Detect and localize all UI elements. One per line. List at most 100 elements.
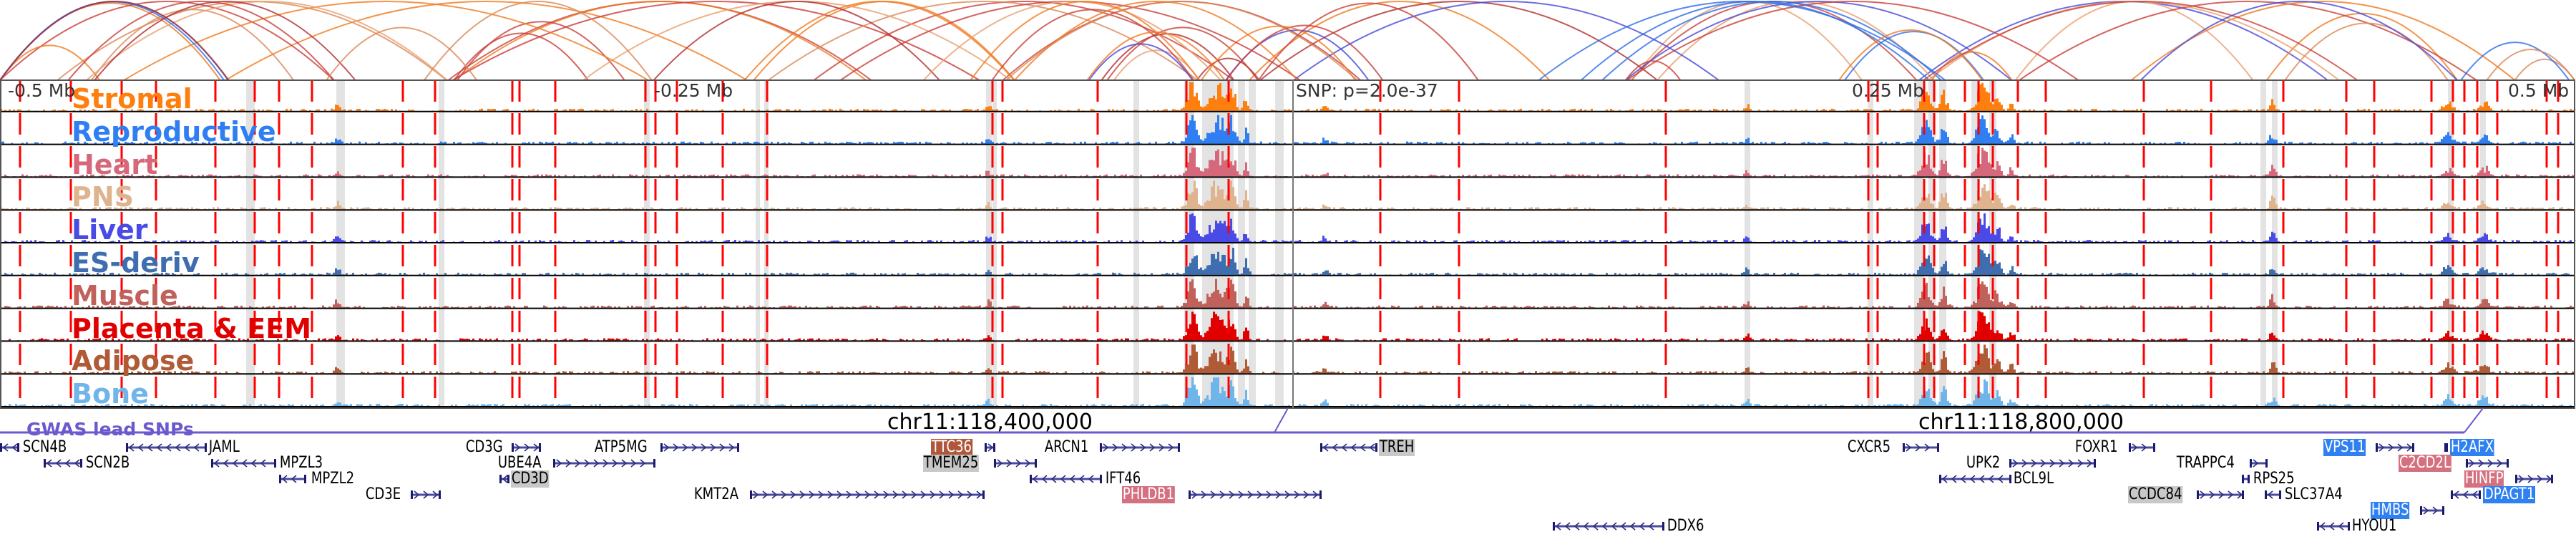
- gene-label-h2afx[interactable]: H2AFX: [2450, 438, 2494, 456]
- gene-label-ccdc84[interactable]: CCDC84: [2128, 485, 2183, 503]
- strand-arrow-icon: [2132, 443, 2138, 452]
- strand-arrow-icon: [2040, 459, 2046, 468]
- strand-arrow-icon: [1103, 443, 1109, 452]
- gene-label-cd3d[interactable]: CD3D: [511, 470, 550, 488]
- strand-arrow-icon: [957, 490, 964, 499]
- loop-arc: [452, 1, 980, 81]
- gene-label-upk2[interactable]: UPK2: [1966, 454, 2001, 472]
- signal-track-8: [0, 344, 2576, 375]
- gene-label-atp5mg[interactable]: ATP5MG: [594, 438, 648, 456]
- gene-label-foxr1[interactable]: FOXR1: [2074, 438, 2118, 456]
- strand-arrow-icon: [1611, 522, 1617, 531]
- gene-body-hinfp: [2515, 475, 2553, 483]
- loop-arc: [2140, 1, 2458, 81]
- strand-arrow-icon: [719, 443, 726, 452]
- strand-arrow-icon: [2497, 459, 2503, 468]
- gene-label-hinfp[interactable]: HINFP: [2464, 470, 2504, 488]
- gene-label-mpzl3[interactable]: MPZL3: [279, 454, 323, 472]
- gene-label-jaml[interactable]: JAML: [208, 438, 240, 456]
- snp-marker-lines: [19, 80, 2560, 408]
- strand-arrow-icon: [1620, 522, 1626, 531]
- gene-label-ttc36[interactable]: TTC36: [931, 438, 972, 456]
- gene-body-hmbs: [2420, 506, 2444, 515]
- strand-arrow-icon: [165, 443, 172, 452]
- gene-label-arcn1[interactable]: ARCN1: [1044, 438, 1089, 456]
- strand-arrow-icon: [691, 443, 698, 452]
- strand-arrow-icon: [1332, 443, 1338, 452]
- gene-label-scn4b[interactable]: SCN4B: [22, 438, 67, 456]
- gene-label-kmt2a[interactable]: KMT2A: [693, 485, 739, 503]
- gene-label-trappc4[interactable]: TRAPPC4: [2176, 454, 2235, 472]
- gene-label-hmbs[interactable]: HMBS: [2371, 501, 2410, 519]
- strand-arrow-icon: [846, 490, 852, 499]
- strand-arrow-icon: [630, 459, 637, 468]
- strand-arrow-icon: [2049, 459, 2056, 468]
- loop-arc: [1838, 29, 1984, 81]
- gene-label-c2cd2l[interactable]: C2CD2L: [2399, 454, 2451, 472]
- strand-arrow-icon: [1294, 490, 1300, 499]
- strand-arrow-icon: [2388, 443, 2394, 452]
- gene-bodies: [0, 443, 2553, 531]
- strand-arrow-icon: [809, 490, 815, 499]
- strand-arrow-icon: [976, 490, 982, 499]
- signal-area: [0, 213, 2576, 242]
- strand-arrow-icon: [1303, 490, 1309, 499]
- signal-area: [0, 377, 2576, 406]
- gene-label-cd3g[interactable]: CD3G: [465, 438, 503, 456]
- gene-label-ube4a[interactable]: UBE4A: [497, 454, 542, 472]
- strand-arrow-icon: [2237, 490, 2243, 499]
- strand-arrow-icon: [1140, 443, 1146, 452]
- strand-arrow-icon: [902, 490, 908, 499]
- highlight-band: [2260, 80, 2266, 408]
- gwas-connector-left: [1274, 407, 1289, 433]
- gene-label-cd3e[interactable]: CD3E: [365, 485, 401, 503]
- gene-label-treh[interactable]: TREH: [1379, 438, 1415, 456]
- strand-arrow-icon: [1078, 475, 1085, 483]
- highlight-band: [1275, 80, 1282, 408]
- gene-label-cxcr5[interactable]: CXCR5: [1847, 438, 1891, 456]
- signal-track-0: [0, 82, 2576, 112]
- strand-arrow-icon: [2059, 459, 2065, 468]
- gene-label-dpagt1[interactable]: DPAGT1: [2483, 485, 2536, 503]
- gene-label-ift46[interactable]: IFT46: [1105, 470, 1141, 488]
- gene-label-phldb1[interactable]: PHLDB1: [1122, 485, 1175, 503]
- signal-track-7: [0, 311, 2576, 342]
- strand-arrow-icon: [223, 459, 229, 468]
- strand-arrow-icon: [575, 459, 581, 468]
- coordinate-label-right: chr11:118,800,000: [1918, 410, 2124, 435]
- loop-arc: [1014, 1, 1299, 81]
- strand-arrow-icon: [1191, 490, 1198, 499]
- loop-arc: [2486, 49, 2575, 81]
- highlight-band: [1868, 80, 1873, 408]
- gene-label-rps25[interactable]: RPS25: [2253, 470, 2295, 488]
- track-label-reproductive: Reproductive: [72, 115, 276, 147]
- gene-label-ddx6[interactable]: DDX6: [1667, 517, 1704, 535]
- strand-arrow-icon: [213, 459, 220, 468]
- strand-arrow-icon: [874, 490, 880, 499]
- gene-label-vps11[interactable]: VPS11: [2323, 438, 2366, 456]
- loop-arc: [2460, 42, 2570, 81]
- loop-arc: [457, 21, 625, 81]
- highlight-band: [644, 80, 650, 408]
- signal-area: [0, 147, 2576, 177]
- gwas-track-label: GWAS lead SNPs: [26, 419, 194, 440]
- gene-label-slc37a4[interactable]: SLC37A4: [2284, 485, 2343, 503]
- loop-arc: [0, 1, 335, 81]
- gene-label-mpzl2[interactable]: MPZL2: [311, 470, 355, 488]
- loop-arc: [1106, 26, 1259, 81]
- gene-label-scn2b[interactable]: SCN2B: [85, 454, 130, 472]
- gene-label-tmem25[interactable]: TMEM25: [923, 454, 980, 472]
- gene-label-hyou1[interactable]: HYOU1: [2351, 517, 2397, 535]
- gene-body-jaml: [126, 443, 207, 452]
- loop-arc: [1631, 1, 1918, 81]
- strand-arrow-icon: [2021, 459, 2028, 468]
- highlight-band: [1914, 80, 1924, 408]
- loop-arc: [582, 1, 1012, 81]
- loop-arc: [447, 1, 872, 81]
- strand-arrow-icon: [1275, 490, 1282, 499]
- axis-label-right-mid: 0.25 Mb: [1852, 80, 1925, 101]
- gene-body-trappc4: [2250, 459, 2268, 468]
- highlight-band: [1249, 80, 1256, 408]
- strand-arrow-icon: [1941, 475, 1948, 483]
- gene-label-bcl9l[interactable]: BCL9L: [2013, 470, 2054, 488]
